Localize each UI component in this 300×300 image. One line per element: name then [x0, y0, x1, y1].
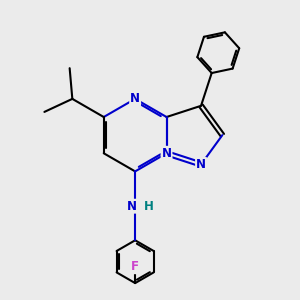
Text: N: N: [130, 92, 140, 105]
Text: N: N: [196, 158, 206, 171]
Text: N: N: [127, 200, 137, 213]
Text: N: N: [161, 147, 172, 160]
Text: H: H: [144, 200, 154, 213]
Text: F: F: [131, 260, 139, 273]
